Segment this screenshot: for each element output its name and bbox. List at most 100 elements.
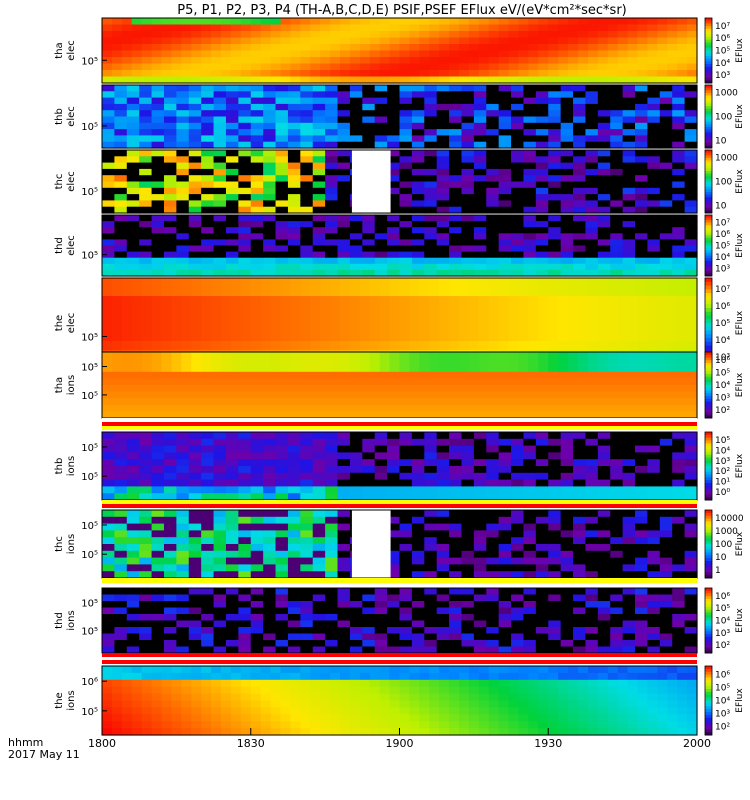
heatmap-cell bbox=[250, 445, 264, 453]
heatmap-cell bbox=[399, 227, 413, 234]
colorbar-swatch bbox=[705, 92, 712, 97]
heatmap-cell bbox=[362, 452, 376, 460]
colorbar-swatch bbox=[705, 352, 712, 356]
heatmap-cell bbox=[449, 371, 460, 379]
heatmap-cell bbox=[176, 233, 190, 240]
heatmap-cell bbox=[424, 516, 438, 525]
heatmap-cell bbox=[399, 544, 413, 552]
heatmap-cell bbox=[523, 110, 537, 118]
heatmap-cell bbox=[684, 162, 698, 170]
heatmap-cell bbox=[369, 365, 381, 373]
heatmap-cell bbox=[300, 564, 314, 572]
heatmap-cell bbox=[449, 110, 463, 118]
heatmap-cell bbox=[637, 365, 649, 373]
heatmap-cell bbox=[387, 245, 401, 253]
heatmap-cell bbox=[280, 391, 292, 399]
heatmap-cell bbox=[461, 162, 475, 170]
colorbar-swatch bbox=[705, 515, 712, 519]
heatmap-cell bbox=[409, 278, 420, 288]
heatmap-cell bbox=[578, 76, 589, 84]
heatmap-cell bbox=[399, 91, 413, 99]
heatmap-cell bbox=[102, 378, 113, 386]
heatmap-cell bbox=[498, 385, 510, 393]
heatmap-cell bbox=[310, 296, 321, 306]
heatmap-cell bbox=[102, 640, 115, 648]
heatmap-cell bbox=[201, 168, 215, 176]
heatmap-cell bbox=[568, 365, 579, 373]
heatmap-cell bbox=[337, 263, 351, 271]
heatmap-cell bbox=[523, 537, 537, 545]
heatmap-cell bbox=[201, 594, 215, 602]
heatmap-cell bbox=[478, 50, 490, 58]
heatmap-cell bbox=[528, 365, 539, 373]
heatmap-cell bbox=[528, 37, 539, 45]
heatmap-cell bbox=[523, 588, 537, 596]
heatmap-cell bbox=[151, 571, 165, 579]
heatmap-cell bbox=[161, 44, 173, 52]
heatmap-cell bbox=[163, 537, 177, 545]
heatmap-cell bbox=[250, 305, 262, 315]
heatmap-cell bbox=[548, 97, 562, 105]
heatmap-cell bbox=[188, 452, 202, 460]
heatmap-cell bbox=[411, 479, 425, 487]
heatmap-cell bbox=[488, 31, 500, 39]
heatmap-cell bbox=[449, 564, 463, 572]
heatmap-cell bbox=[320, 305, 331, 315]
heatmap-cell bbox=[486, 530, 500, 538]
colorbar-swatch bbox=[705, 270, 712, 274]
heatmap-cell bbox=[225, 187, 239, 195]
heatmap-cell bbox=[300, 314, 311, 324]
heatmap-cell bbox=[667, 18, 678, 26]
heatmap-cell bbox=[225, 588, 239, 596]
heatmap-cell bbox=[486, 91, 500, 99]
heatmap-cell bbox=[213, 432, 227, 440]
heatmap-cell bbox=[449, 156, 463, 164]
heatmap-cell bbox=[617, 76, 629, 84]
heatmap-cell bbox=[171, 391, 182, 399]
heatmap-cell bbox=[597, 391, 609, 399]
heatmap-cell bbox=[325, 245, 339, 253]
heatmap-cell bbox=[176, 486, 190, 494]
heatmap-cell bbox=[449, 411, 460, 419]
heatmap-cell bbox=[131, 332, 143, 342]
heatmap-cell bbox=[181, 63, 192, 71]
heatmap-cell bbox=[508, 37, 520, 45]
heatmap-cell bbox=[684, 452, 698, 460]
heatmap-cell bbox=[436, 493, 450, 501]
heatmap-cell bbox=[461, 472, 475, 481]
heatmap-cell bbox=[151, 18, 163, 26]
heatmap-cell bbox=[163, 194, 177, 201]
heatmap-cell bbox=[325, 486, 339, 494]
heatmap-cell bbox=[270, 287, 282, 297]
heatmap-cell bbox=[518, 18, 530, 26]
heatmap-cell bbox=[114, 221, 128, 228]
heatmap-cell bbox=[213, 263, 227, 271]
heatmap-cell bbox=[548, 544, 562, 552]
heatmap-cell bbox=[677, 398, 688, 406]
heatmap-cell bbox=[188, 627, 202, 635]
heatmap-cell bbox=[560, 557, 574, 565]
heatmap-cell bbox=[102, 314, 113, 324]
heatmap-cell bbox=[449, 530, 463, 538]
heatmap-cell bbox=[610, 571, 624, 579]
heatmap-cell bbox=[607, 341, 619, 351]
heatmap-cell bbox=[263, 459, 277, 467]
colorbar-swatch bbox=[705, 323, 712, 328]
heatmap-cell bbox=[461, 269, 475, 277]
heatmap-cell bbox=[523, 620, 537, 628]
heatmap-cell bbox=[191, 57, 202, 65]
heatmap-cell bbox=[610, 493, 624, 501]
heatmap-cell bbox=[473, 97, 487, 105]
heatmap-cell bbox=[647, 452, 661, 460]
heatmap-cell bbox=[399, 588, 413, 596]
heatmap-cell bbox=[528, 352, 539, 360]
heatmap-cell bbox=[221, 352, 232, 360]
heatmap-cell bbox=[687, 24, 698, 32]
heatmap-cell bbox=[270, 24, 282, 32]
heatmap-cell bbox=[374, 445, 388, 453]
heatmap-cell bbox=[473, 91, 487, 99]
heatmap-cell bbox=[439, 57, 450, 65]
heatmap-cell bbox=[349, 263, 363, 271]
heatmap-cell bbox=[211, 31, 222, 39]
